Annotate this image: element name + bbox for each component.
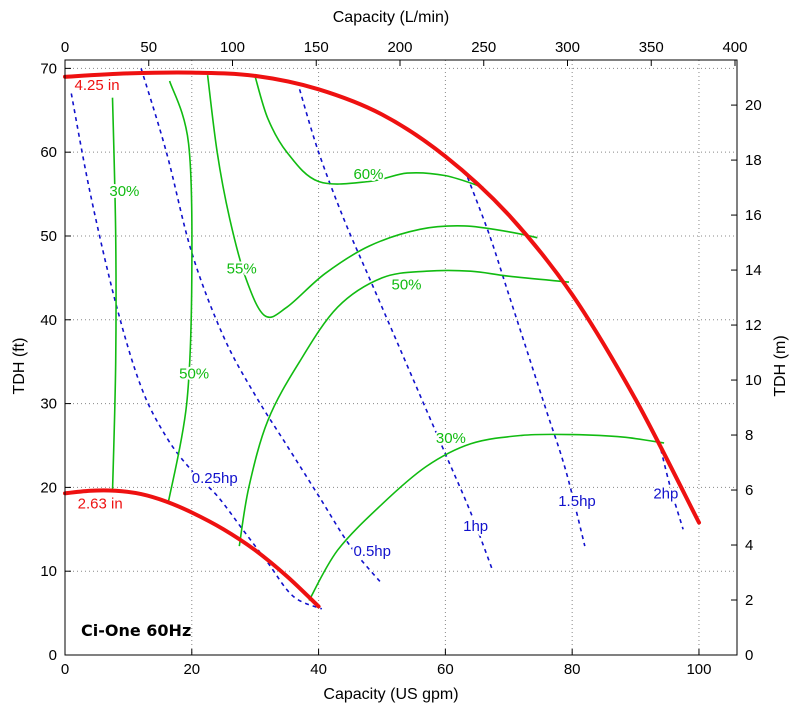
grid-layer	[65, 60, 737, 655]
curve-label-1-5hp-5: 1.5hp	[558, 493, 596, 510]
y2-axis-tick-label: 6	[745, 482, 753, 499]
x2-axis-tick-label: 200	[387, 39, 412, 56]
y2-axis-tick-label: 2	[745, 592, 753, 609]
y2-axis-tick-label: 12	[745, 317, 762, 334]
y-axis-tick-label: 70	[40, 60, 57, 77]
curve-label-60pct-9: 60%	[353, 166, 383, 183]
y2-axis-tick-label: 20	[745, 97, 762, 114]
power-curves	[70, 68, 684, 610]
y2-axis-tick-label: 4	[745, 537, 753, 554]
y2-axis-tick-label: 14	[745, 262, 762, 279]
x-axis-label: Capacity (US gpm)	[323, 686, 458, 703]
y2-axis-tick-label: 18	[745, 152, 762, 169]
efficiency-curve-55pct-4	[206, 75, 538, 319]
x2-axis-tick-label: 250	[471, 39, 496, 56]
power-curve-1hp	[298, 89, 494, 572]
power-curve-0-25hp	[70, 93, 323, 610]
x2-axis-tick-label: 0	[61, 39, 69, 56]
efficiency-curve-60pct-5	[254, 76, 484, 189]
curve-label-30pct-7: 30%	[109, 183, 139, 200]
efficiency-curve-30pct-1	[308, 433, 665, 601]
x2-axis-tick-label: 350	[639, 39, 664, 56]
curve-labels: 4.25 in 2.63 in 0.25hp 0.5hp 1hp 1.5hp 2hp 30% 5…	[73, 75, 681, 562]
y-axis-tick-label: 60	[40, 144, 57, 161]
y-axis-tick-label: 0	[49, 647, 57, 664]
y2-axis-label: TDH (m)	[772, 335, 789, 396]
x-axis-tick-label: 40	[310, 661, 327, 678]
y-axis-label: TDH (ft)	[11, 338, 28, 395]
efficiency-curve-50pct-3	[238, 269, 570, 547]
curve-label-0-5hp-3: 0.5hp	[353, 543, 391, 560]
curve-label-2-63-in-1: 2.63 in	[78, 495, 123, 512]
y2-axis-tick-label: 10	[745, 372, 762, 389]
x-axis-tick-label: 20	[183, 661, 200, 678]
y-axis-tick-label: 50	[40, 228, 57, 245]
x2-axis-label: Capacity (L/min)	[333, 9, 449, 26]
chart-title: Ci-One 60Hz	[81, 621, 191, 640]
impeller-curves	[63, 70, 701, 609]
curve-label-30pct-12: 30%	[436, 430, 466, 447]
power-curve-1-5hp	[466, 177, 586, 547]
plot-frame	[64, 59, 738, 656]
x2-axis-tick-label: 300	[555, 39, 580, 56]
y2-axis-tick-label: 16	[745, 207, 762, 224]
impeller-curve-2-63-in	[63, 488, 321, 609]
y-axis-tick-label: 20	[40, 479, 57, 496]
x2-axis-tick-label: 50	[140, 39, 157, 56]
x2-axis-tick-label: 100	[220, 39, 245, 56]
x-axis-tick-label: 100	[686, 661, 711, 678]
curve-label-1hp-4: 1hp	[463, 518, 488, 535]
y2-axis-tick-label: 0	[745, 647, 753, 664]
curve-label-2hp-6: 2hp	[653, 485, 678, 502]
x2-axis-tick-label: 400	[722, 39, 747, 56]
efficiency-curves	[111, 75, 665, 601]
x-axis-tick-label: 0	[61, 661, 69, 678]
x-axis-tick-label: 80	[564, 661, 581, 678]
x2-axis-tick-label: 150	[304, 39, 329, 56]
y-axis-tick-label: 10	[40, 563, 57, 580]
curve-label-4-25-in-0: 4.25 in	[75, 77, 120, 94]
power-curve-2hp	[660, 449, 684, 530]
curve-label-55pct-8: 55%	[227, 261, 257, 278]
curve-label-50pct-10: 50%	[391, 277, 421, 294]
y-axis-tick-label: 30	[40, 396, 57, 413]
efficiency-curve-30pct-0	[111, 97, 117, 492]
y-axis-tick-label: 40	[40, 312, 57, 329]
curve-label-50pct-11: 50%	[179, 365, 209, 382]
y2-axis-tick-label: 8	[745, 427, 753, 444]
x-axis-tick-label: 60	[437, 661, 454, 678]
efficiency-curve-50pct-2	[167, 80, 193, 503]
impeller-curve-4-25-in	[63, 70, 701, 525]
curve-label-0-25hp-2: 0.25hp	[192, 470, 238, 487]
power-curve-0-5hp	[140, 68, 383, 585]
